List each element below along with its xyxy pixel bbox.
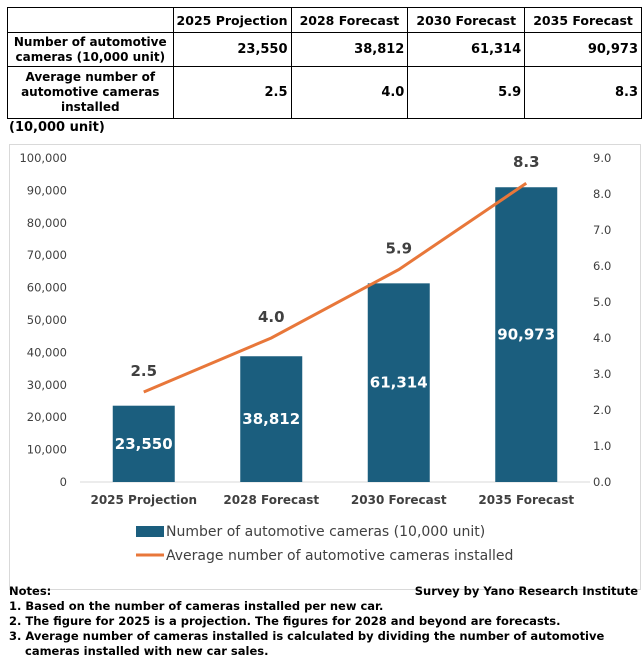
table-cell: 2.5 — [172, 66, 292, 119]
line-data-label: 8.3 — [513, 153, 540, 171]
unit-label: (10,000 unit) — [9, 120, 105, 135]
table-cell: 61,314 — [407, 32, 526, 67]
row-header: Average number of automotive cameras ins… — [7, 66, 174, 119]
left-axis-tick: 0 — [60, 475, 67, 489]
data-table: 2025 Projection 2028 Forecast 2030 Forec… — [7, 7, 642, 119]
row-header: Number of automotive cameras (10,000 uni… — [7, 32, 174, 67]
col-header: 2025 Projection — [172, 7, 292, 33]
table-cell: 8.3 — [524, 66, 642, 119]
left-axis-tick: 20,000 — [27, 410, 67, 424]
chart-area: 0 10,000 20,000 30,000 40,000 50,000 60,000 70,… — [9, 144, 641, 590]
right-axis-tick: 1.0 — [593, 439, 611, 453]
right-axis-tick: 3.0 — [593, 367, 611, 381]
notes-title: Notes: — [9, 584, 52, 598]
right-axis-tick: 2.0 — [593, 403, 611, 417]
line-data-label: 2.5 — [130, 362, 157, 380]
left-axis-tick: 60,000 — [27, 281, 67, 295]
note-item: cameras installed with new car sales. — [25, 644, 269, 658]
right-axis-tick: 5.0 — [593, 295, 611, 309]
x-axis-tick: 2035 Forecast — [478, 493, 574, 507]
right-axis-tick: 0.0 — [593, 475, 611, 489]
bar — [112, 405, 175, 482]
left-axis-tick: 10,000 — [27, 443, 67, 457]
col-header: 2030 Forecast — [407, 7, 526, 33]
table-cell: 5.9 — [407, 66, 526, 119]
left-axis-tick: 70,000 — [27, 248, 67, 262]
x-axis-tick: 2030 Forecast — [351, 493, 447, 507]
right-axis-tick: 7.0 — [593, 223, 611, 237]
legend-bar-swatch — [136, 526, 164, 537]
bar — [367, 283, 430, 482]
bar-data-label: 61,314 — [370, 374, 428, 392]
left-axis-tick: 100,000 — [19, 151, 67, 165]
left-axis-tick: 50,000 — [27, 313, 67, 327]
right-axis-tick: 8.0 — [593, 187, 611, 201]
x-axis-tick: 2025 Projection — [90, 493, 197, 507]
bar-data-label: 23,550 — [115, 435, 173, 453]
combo-chart: 0 10,000 20,000 30,000 40,000 50,000 60,000 70,… — [19, 151, 611, 564]
table-cell: 90,973 — [524, 32, 642, 67]
left-axis-tick: 90,000 — [27, 183, 67, 197]
left-axis-tick: 30,000 — [27, 378, 67, 392]
line-data-label: 4.0 — [258, 308, 285, 326]
bar-data-label: 90,973 — [497, 326, 555, 344]
col-header: 2035 Forecast — [524, 7, 642, 33]
note-item: 1. Based on the number of cameras instal… — [9, 599, 384, 613]
right-axis-tick: 4.0 — [593, 331, 611, 345]
bar — [495, 187, 558, 482]
line-series — [143, 181, 528, 394]
line-data-label: 5.9 — [385, 240, 412, 258]
col-header: 2028 Forecast — [290, 7, 409, 33]
bar-data-label: 38,812 — [242, 410, 300, 428]
note-item: 2. The figure for 2025 is a projection. … — [9, 614, 561, 628]
bar — [240, 356, 303, 482]
table-cell: 4.0 — [290, 66, 409, 119]
legend-label: Number of automotive cameras (10,000 uni… — [166, 524, 485, 540]
note-item: 3. Average number of cameras installed i… — [9, 629, 605, 643]
right-axis-tick: 6.0 — [593, 259, 611, 273]
table-corner — [7, 7, 174, 33]
left-axis-tick: 80,000 — [27, 216, 67, 230]
left-axis-tick: 40,000 — [27, 345, 67, 359]
right-axis-tick: 9.0 — [593, 151, 611, 165]
table-cell: 38,812 — [290, 32, 409, 67]
x-axis-tick: 2028 Forecast — [223, 493, 319, 507]
table-cell: 23,550 — [172, 32, 292, 67]
source-credit: Survey by Yano Research Institute — [414, 584, 638, 598]
legend-label: Average number of automotive cameras ins… — [166, 548, 513, 564]
